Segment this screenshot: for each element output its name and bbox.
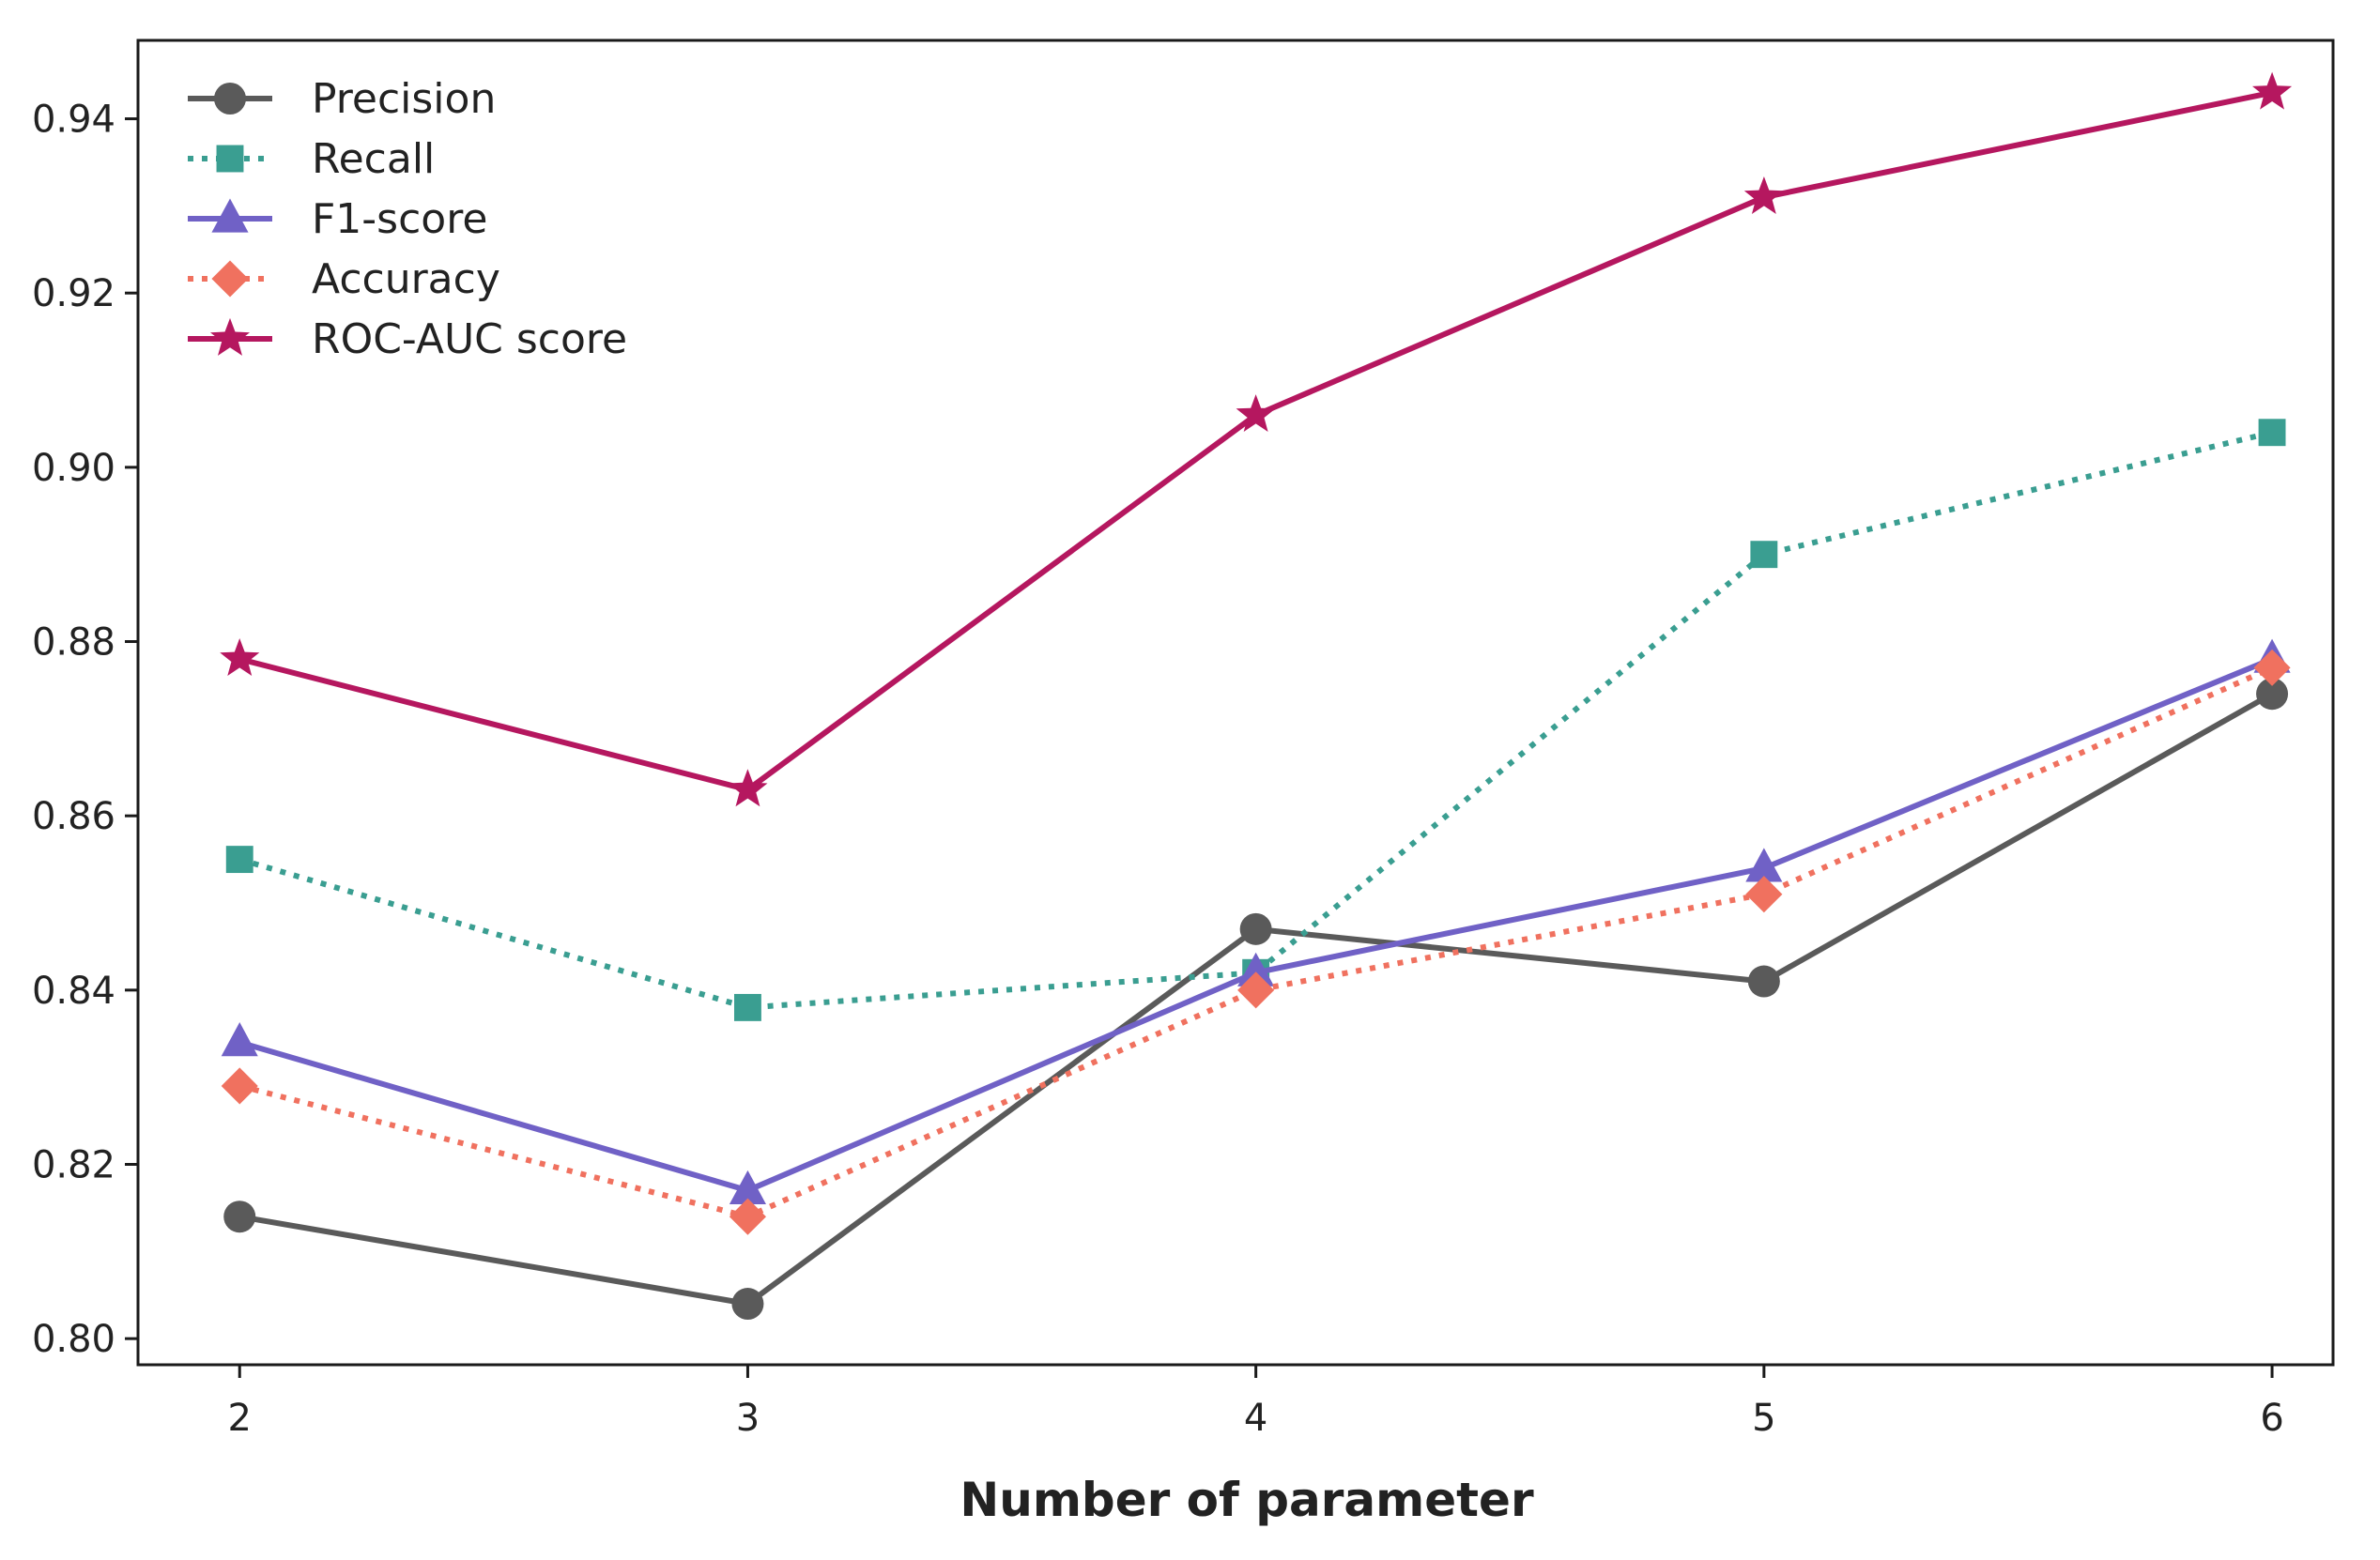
legend-label-f1-score: F1-score <box>312 195 487 243</box>
y-axis: 0.80 0.82 0.84 0.86 0.88 0.90 0.92 0.94 <box>32 99 138 1361</box>
x-axis-title: Number of parameter <box>960 1473 1534 1527</box>
recall-point <box>225 846 253 874</box>
x-tick-label: 6 <box>2260 1397 2283 1440</box>
x-tick-label: 2 <box>228 1397 252 1440</box>
legend-label-recall: Recall <box>312 135 435 183</box>
roc-auc-score-point <box>220 638 260 676</box>
legend-marker-roc-auc-score <box>210 317 250 356</box>
accuracy-point <box>1237 971 1275 1009</box>
legend-marker-recall <box>216 145 244 173</box>
legend-marker-precision <box>214 83 246 115</box>
x-tick-label: 5 <box>1752 1397 1775 1440</box>
recall-point <box>733 993 761 1021</box>
y-tick-label: 0.86 <box>32 795 115 838</box>
f1-score-point <box>1745 848 1783 882</box>
accuracy-point <box>729 1198 766 1235</box>
legend-label-precision: Precision <box>312 75 496 123</box>
roc-auc-score-point <box>728 769 768 807</box>
f1-score-point <box>221 1022 258 1057</box>
recall-line <box>238 429 2273 1011</box>
x-axis: 2 3 4 5 6 <box>228 1365 2284 1440</box>
f1-score-point <box>729 1170 766 1205</box>
x-tick-label: 4 <box>1244 1397 1267 1440</box>
precision-point <box>2256 678 2289 711</box>
accuracy-point <box>1745 876 1783 913</box>
accuracy-point <box>2253 649 2291 686</box>
plot-frame <box>136 38 2335 1367</box>
legend-label-accuracy: Accuracy <box>312 255 500 303</box>
series-layer <box>220 71 2293 1321</box>
y-tick-label: 0.80 <box>32 1318 115 1361</box>
y-tick-label: 0.92 <box>32 272 115 315</box>
precision-point <box>731 1288 764 1321</box>
legend-label-roc-auc-score: ROC-AUC score <box>312 315 627 363</box>
recall-point <box>2258 419 2286 447</box>
roc-auc-score-point <box>1743 176 1784 214</box>
y-tick-label: 0.82 <box>32 1143 115 1186</box>
y-tick-label: 0.88 <box>32 621 115 665</box>
x-tick-label: 3 <box>736 1397 760 1440</box>
y-tick-label: 0.90 <box>32 447 115 490</box>
legend: Precision Recall F1-score Accuracy ROC-AUC s… <box>188 75 627 363</box>
precision-point <box>223 1201 256 1233</box>
legend-marker-f1-score <box>211 198 249 233</box>
roc-auc-score-point <box>1236 394 1276 432</box>
recall-point <box>1750 541 1778 569</box>
y-tick-label: 0.94 <box>32 99 115 142</box>
accuracy-point <box>221 1067 258 1105</box>
y-tick-label: 0.84 <box>32 970 115 1013</box>
precision-point <box>1747 965 1780 998</box>
legend-marker-accuracy <box>211 260 249 298</box>
roc-auc-score-point <box>2252 71 2293 110</box>
f1-score-point <box>1237 952 1275 986</box>
precision-point <box>1239 912 1272 945</box>
